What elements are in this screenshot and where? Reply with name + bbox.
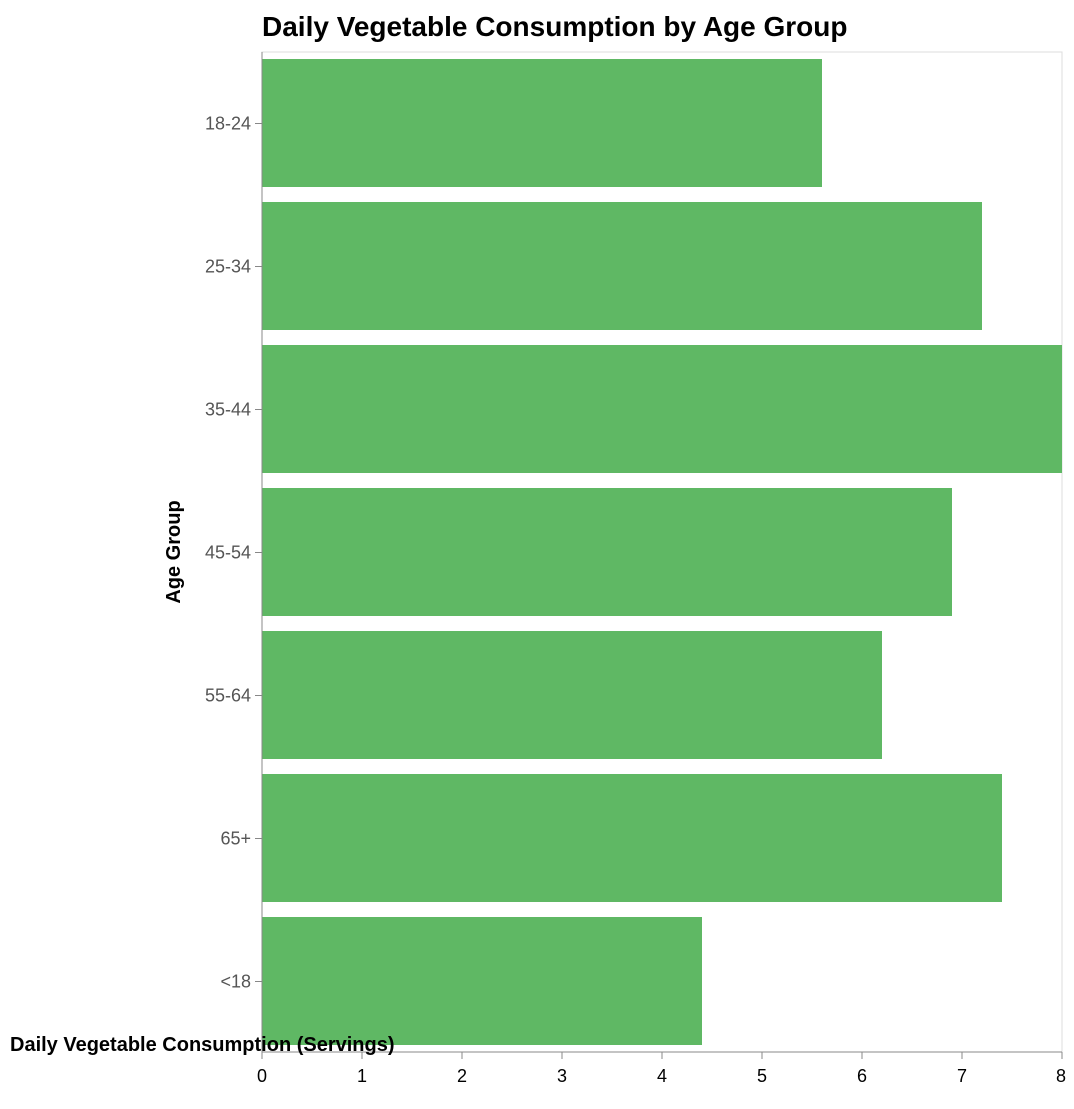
bar-3 xyxy=(262,488,952,616)
x-tick-label-4: 4 xyxy=(657,1066,667,1086)
bar-2 xyxy=(262,345,1062,473)
x-axis-title: Daily Vegetable Consumption (Servings) xyxy=(10,1034,395,1056)
bar-1 xyxy=(262,202,982,330)
x-tick-label-1: 1 xyxy=(357,1066,367,1086)
x-tick-label-3: 3 xyxy=(557,1066,567,1086)
y-tick-label-3: 45-54 xyxy=(205,543,251,563)
bar-4 xyxy=(262,631,882,759)
y-tick-label-6: <18 xyxy=(220,972,251,992)
y-axis: 18-24 25-34 35-44 45-54 55-64 65+ <18 xyxy=(205,52,263,1052)
bars-group xyxy=(262,59,1062,1045)
x-tick-label-0: 0 xyxy=(257,1066,267,1086)
x-tick-label-2: 2 xyxy=(457,1066,467,1086)
y-axis-title: Age Group xyxy=(163,500,185,603)
x-tick-label-5: 5 xyxy=(757,1066,767,1086)
x-tick-label-8: 8 xyxy=(1056,1066,1066,1086)
bar-6 xyxy=(262,917,702,1045)
chart-title: Daily Vegetable Consumption by Age Group xyxy=(262,11,847,42)
x-tick-label-7: 7 xyxy=(957,1066,967,1086)
y-tick-label-1: 25-34 xyxy=(205,257,251,277)
x-axis: 0 1 2 3 4 5 6 7 8 xyxy=(257,1051,1066,1086)
y-tick-label-0: 18-24 xyxy=(205,114,251,134)
bar-5 xyxy=(262,774,1002,902)
y-tick-label-2: 35-44 xyxy=(205,400,251,420)
bar-0 xyxy=(262,59,822,187)
y-tick-label-5: 65+ xyxy=(220,829,251,849)
x-tick-label-6: 6 xyxy=(857,1066,867,1086)
y-tick-label-4: 55-64 xyxy=(205,686,251,706)
